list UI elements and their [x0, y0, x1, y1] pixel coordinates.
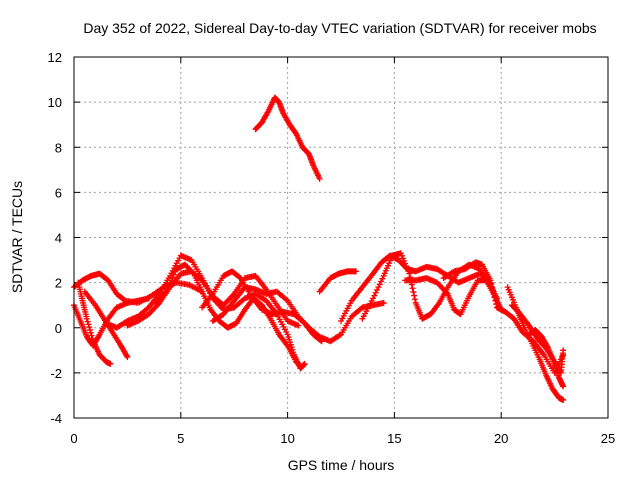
- data-point: [406, 270, 413, 277]
- series-arc-17: [508, 302, 567, 376]
- data-point: [87, 329, 94, 336]
- data-point: [560, 396, 567, 403]
- series-arc-1: [71, 270, 206, 306]
- data-point: [489, 284, 496, 291]
- data-point: [378, 278, 385, 285]
- data-point: [374, 286, 381, 293]
- y-tick-label: -2: [50, 366, 62, 381]
- data-point: [376, 281, 383, 288]
- data-point: [449, 269, 456, 276]
- data-point: [83, 315, 90, 322]
- data-point: [86, 324, 93, 331]
- data-point: [492, 297, 499, 304]
- data-point: [380, 299, 387, 306]
- grid-lines: [74, 57, 608, 418]
- y-tick-label: 8: [55, 140, 62, 155]
- data-point: [352, 268, 359, 275]
- data-point: [370, 295, 377, 302]
- data-point: [124, 354, 131, 361]
- data-point: [318, 338, 325, 345]
- data-point: [189, 269, 196, 276]
- data-point: [172, 268, 179, 275]
- series-arc-12: [338, 252, 494, 324]
- data-point: [144, 305, 151, 312]
- data-point: [170, 271, 177, 278]
- data-point: [317, 337, 324, 344]
- data-point: [301, 360, 308, 367]
- data-point: [379, 275, 386, 282]
- data-point: [84, 318, 91, 325]
- data-point: [411, 292, 418, 299]
- data-point: [165, 283, 172, 290]
- y-tick-label: 4: [55, 231, 62, 246]
- data-point: [316, 175, 323, 182]
- data-point: [489, 287, 496, 294]
- data-point: [410, 288, 417, 295]
- x-tick-label: 0: [70, 431, 77, 446]
- data-point: [107, 360, 114, 367]
- data-point: [145, 295, 152, 302]
- data-point: [166, 280, 173, 287]
- x-tick-label: 15: [387, 431, 401, 446]
- data-point: [372, 289, 379, 296]
- y-tick-label: 0: [55, 321, 62, 336]
- data-point: [169, 274, 176, 281]
- data-point: [295, 322, 302, 329]
- y-axis-label: SDTVAR / TECUs: [9, 181, 25, 293]
- chart-title: Day 352 of 2022, Sidereal Day-to-day VTE…: [83, 20, 596, 36]
- data-point: [162, 288, 169, 295]
- data-point: [411, 296, 418, 303]
- data-point: [164, 285, 171, 292]
- y-tick-label: 12: [48, 50, 62, 65]
- y-tick-label: 10: [48, 95, 62, 110]
- data-point: [488, 280, 495, 287]
- plot-frame: [73, 56, 609, 419]
- x-tick-label: 20: [494, 431, 508, 446]
- x-tick-label: 10: [280, 431, 294, 446]
- data-point: [297, 363, 304, 370]
- series-arc-16: [504, 284, 567, 403]
- data-point: [85, 321, 92, 328]
- y-tick-label: 2: [55, 276, 62, 291]
- data-point: [236, 274, 243, 281]
- data-point: [560, 347, 567, 354]
- data-point: [490, 290, 497, 297]
- series-arc-11: [316, 268, 359, 295]
- tick-labels: 0 5 10 15 20 25 -4 -2 0 2 4 6 8 10 12: [48, 50, 616, 446]
- data-points: [71, 94, 567, 403]
- data-point: [88, 332, 95, 339]
- series-arc-14: [402, 275, 505, 318]
- series-arc-15: [440, 259, 567, 376]
- data-point: [283, 296, 290, 303]
- data-point: [168, 277, 175, 284]
- series-arc-10: [252, 94, 323, 182]
- y-tick-label: -4: [50, 411, 62, 426]
- data-point: [89, 335, 96, 342]
- data-point: [375, 284, 382, 291]
- x-axis-label: GPS time / hours: [288, 457, 395, 473]
- data-point: [87, 327, 94, 334]
- x-tick-label: 25: [601, 431, 615, 446]
- data-point: [560, 383, 567, 390]
- data-point: [409, 285, 416, 292]
- data-point: [487, 277, 494, 284]
- data-point: [493, 301, 500, 308]
- data-point: [491, 294, 498, 301]
- x-tick-label: 5: [177, 431, 184, 446]
- data-point: [371, 292, 378, 299]
- series-arc-3: [75, 279, 114, 367]
- data-point: [197, 276, 204, 283]
- series-arc-18: [525, 327, 567, 390]
- y-tick-label: 6: [55, 185, 62, 200]
- series-arc-9: [199, 268, 325, 345]
- data-point: [336, 332, 343, 339]
